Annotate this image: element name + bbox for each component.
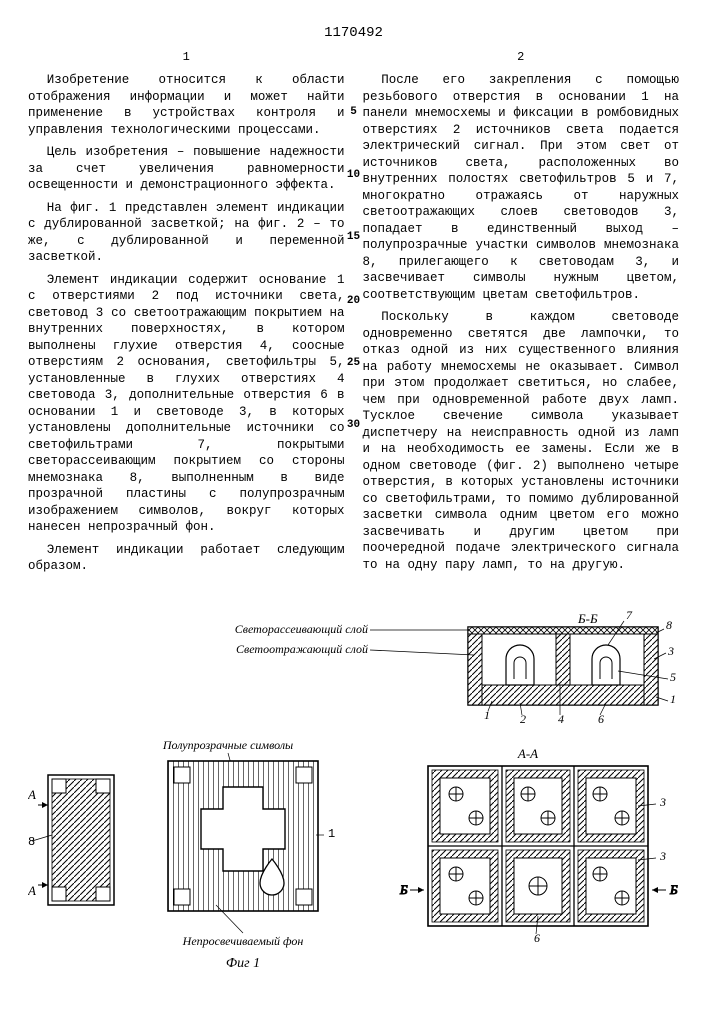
line-number: 30	[344, 418, 364, 433]
left-column-number: 1	[28, 50, 345, 66]
body-paragraph: На фиг. 1 представлен элемент индикации …	[28, 200, 345, 266]
text-columns: 1 Изобретение относится к области отобра…	[28, 50, 679, 580]
fig1-left-block: А А 8	[28, 775, 114, 905]
svg-text:8: 8	[28, 835, 35, 849]
svg-text:3: 3	[659, 849, 666, 863]
reflecting-layer-label: Светоотражающий слой	[236, 642, 368, 656]
body-paragraph: Изобретение относится к области отображе…	[28, 72, 345, 138]
svg-text:1: 1	[670, 692, 676, 706]
line-number: 10	[344, 168, 364, 183]
body-paragraph: Поскольку в каждом световоде одновременн…	[363, 309, 680, 573]
svg-text:6: 6	[534, 931, 540, 945]
section-aa-label: А-А	[517, 746, 538, 761]
body-paragraph: После его закрепления с помощью резьбово…	[363, 72, 680, 303]
opaque-background-label: Непросвечиваемый фон	[182, 934, 304, 948]
body-paragraph: Элемент индикации содержит основание 1 с…	[28, 272, 345, 536]
svg-text:2: 2	[520, 712, 526, 726]
diffusing-layer-label: Светорассеивающий слой	[235, 622, 368, 636]
section-aa-drawing: А-А	[399, 746, 678, 945]
patent-number: 1170492	[28, 24, 679, 42]
svg-text:А: А	[28, 787, 36, 802]
right-column: 2 После его закрепления с помощью резьбо…	[363, 50, 680, 580]
svg-text:1: 1	[328, 827, 335, 841]
svg-text:7: 7	[626, 608, 633, 622]
right-column-number: 2	[363, 50, 680, 66]
fig1-front-face: Полупрозрачные символы 1 Непросвечиваемы…	[162, 738, 335, 971]
svg-text:5: 5	[670, 670, 676, 684]
figures-svg: Б-Б Светорассеивающий слой Светоотражающ…	[28, 605, 678, 985]
svg-text:3: 3	[667, 644, 674, 658]
svg-text:Б: Б	[669, 882, 678, 897]
section-bb-drawing: Б-Б Светорассеивающий слой Светоотражающ…	[235, 608, 676, 726]
svg-text:3: 3	[659, 795, 666, 809]
svg-text:1: 1	[484, 708, 490, 722]
line-number: 20	[344, 294, 364, 309]
line-number: 25	[344, 356, 364, 371]
figures-area: Б-Б Светорассеивающий слой Светоотражающ…	[28, 605, 679, 990]
section-bb-label: Б-Б	[577, 611, 598, 626]
svg-text:8: 8	[666, 618, 672, 632]
svg-text:Б: Б	[399, 882, 408, 897]
body-paragraph: Цель изобретения – повышение надежности …	[28, 144, 345, 194]
line-number: 15	[344, 230, 364, 245]
body-paragraph: Элемент индикации работает следующим обр…	[28, 542, 345, 575]
svg-text:4: 4	[558, 712, 564, 726]
fig1-label: Фиг 1	[226, 956, 260, 971]
left-column: 1 Изобретение относится к области отобра…	[28, 50, 345, 580]
semitransparent-symbols-label: Полупрозрачные символы	[162, 738, 293, 752]
line-number: 5	[344, 105, 364, 120]
svg-text:6: 6	[598, 712, 604, 726]
svg-text:А: А	[28, 883, 36, 898]
